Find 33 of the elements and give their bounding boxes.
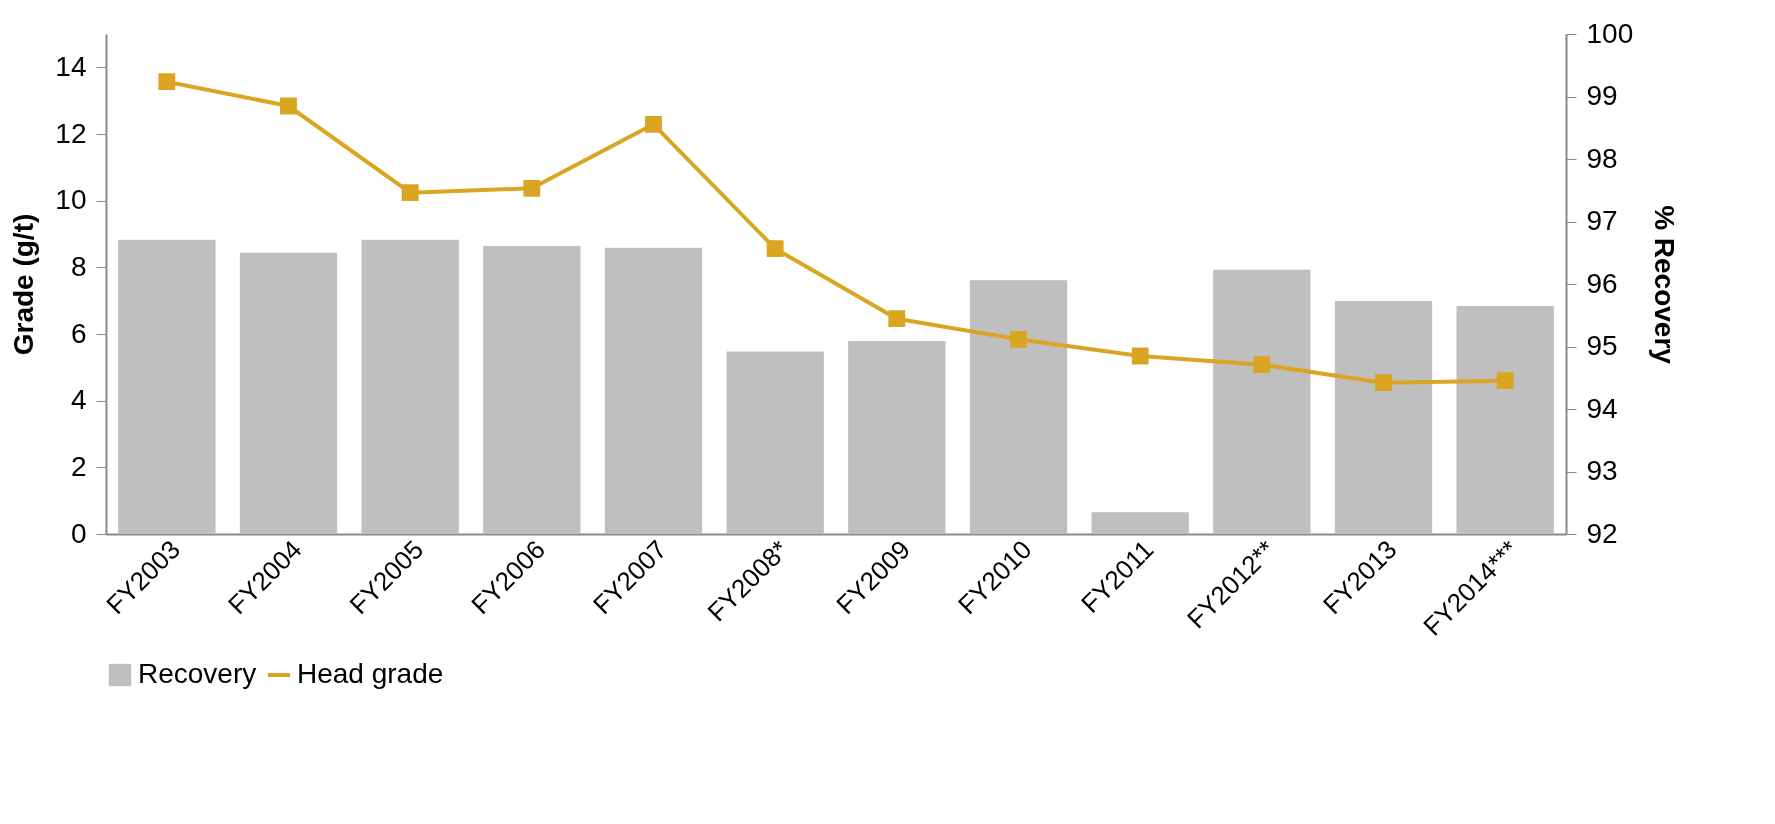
y2-tick-label: 95 — [1586, 330, 1618, 361]
y2-tick-label: 96 — [1586, 267, 1618, 299]
legend-label: Head grade — [297, 658, 444, 689]
y2-tick-label: 94 — [1586, 392, 1618, 424]
point — [1010, 330, 1027, 348]
y2-tick-label: 99 — [1586, 80, 1618, 111]
y-axis-title: Grade (g/t) — [8, 213, 40, 356]
y2-tick-label: 93 — [1586, 455, 1618, 486]
point — [1131, 347, 1149, 365]
point — [888, 310, 906, 328]
y2-tick-label: 100 — [1586, 17, 1634, 49]
y2-tick-label: 92 — [1586, 517, 1618, 549]
y-tick-label: 10 — [55, 184, 87, 216]
point — [766, 240, 784, 258]
y-tick-label: 4 — [70, 384, 87, 416]
y-tick-label: 6 — [70, 317, 87, 349]
y-tick-label: 12 — [55, 117, 87, 149]
point — [401, 184, 419, 202]
point — [523, 179, 541, 197]
y-tick-label: 14 — [55, 50, 87, 82]
y-tick-label: 0 — [70, 517, 87, 549]
point — [1253, 356, 1271, 374]
y2-axis-title: % Recovery — [1649, 205, 1681, 365]
y2-tick-label: 98 — [1586, 142, 1618, 174]
y-tick-label: 8 — [70, 250, 87, 282]
legend-label: Recovery — [138, 658, 257, 689]
y-tick-label: 2 — [70, 450, 87, 482]
point — [158, 73, 176, 91]
point — [280, 97, 297, 115]
point — [1375, 374, 1392, 392]
point — [645, 115, 662, 133]
y2-tick-label: 97 — [1586, 205, 1618, 236]
point — [1496, 372, 1514, 390]
